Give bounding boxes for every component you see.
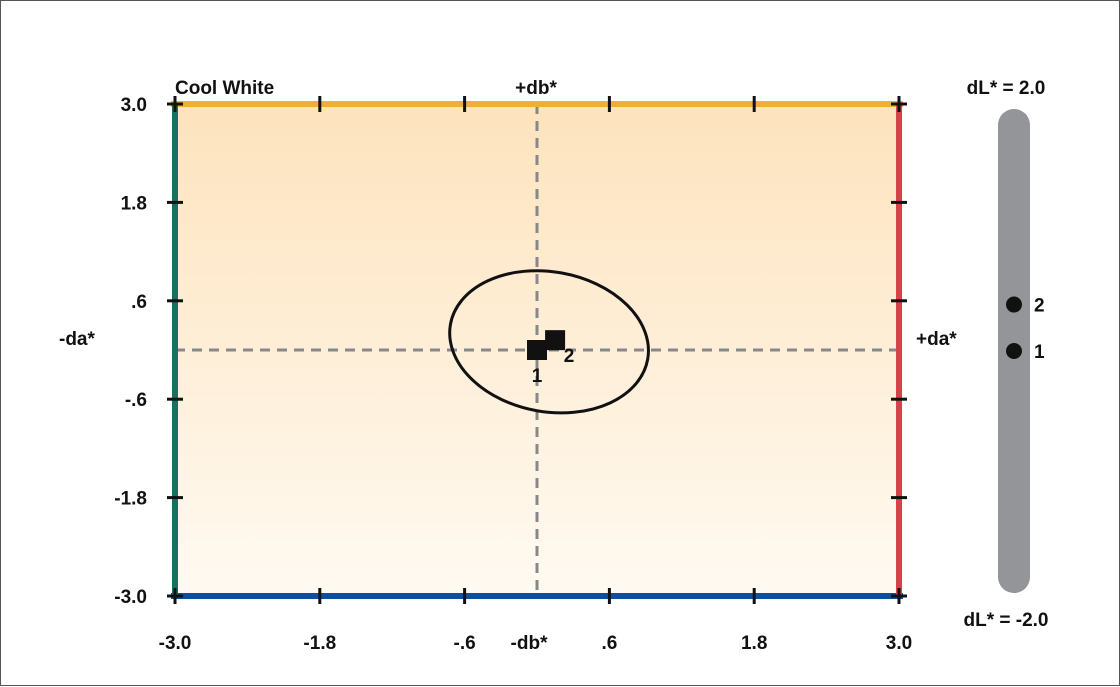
top-axis-label: +db*: [515, 78, 557, 99]
lightness-top-label: dL* = 2.0: [967, 78, 1046, 99]
right-axis-label: +da*: [916, 329, 957, 350]
x-tick-label: 1.8: [741, 633, 767, 654]
x-tick-label: -.6: [454, 633, 476, 654]
lightness-marker-2: [1006, 296, 1022, 313]
tolerance-ellipse: [448, 269, 650, 415]
y-tick-label: .6: [131, 292, 147, 313]
left-axis-label: -da*: [59, 329, 96, 350]
y-tick-label: -.6: [125, 390, 147, 411]
x-tick-label: -1.8: [303, 633, 336, 654]
bottom-axis-label: -db*: [511, 633, 549, 654]
chart-title: Cool White: [175, 78, 274, 99]
lightness-marker-1: [1006, 343, 1022, 359]
lightness-label-2: 2: [1034, 296, 1045, 317]
y-tick-label: -1.8: [114, 489, 147, 510]
x-tick-label: 3.0: [886, 633, 912, 654]
sample-marker-1: [527, 340, 547, 360]
sample-label-1: 1: [532, 366, 543, 387]
lightness-label-1: 1: [1034, 342, 1045, 363]
x-tick-label: .6: [601, 633, 617, 654]
y-tick-label: 1.8: [121, 193, 147, 214]
y-tick-label: 3.0: [121, 95, 147, 116]
y-tick-label: -3.0: [114, 587, 147, 608]
sample-label-2: 2: [564, 346, 575, 367]
sample-marker-2: [545, 330, 566, 351]
lightness-bottom-label: dL* = -2.0: [964, 610, 1049, 631]
x-tick-label: -3.0: [159, 633, 192, 654]
